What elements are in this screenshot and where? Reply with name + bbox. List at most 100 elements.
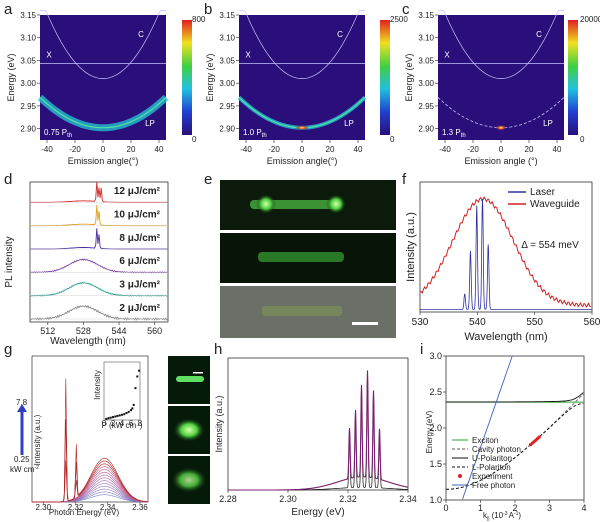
- xtick-label-a-1: -20: [69, 145, 81, 154]
- panel-g-images: [168, 356, 210, 504]
- panel-h-ylabel: Intensity (a.u.): [214, 395, 224, 452]
- panel-g-xlabel: Photon Energy (eV): [49, 508, 120, 517]
- panel-d-series-5: [29, 304, 169, 321]
- panel-d-frame: [29, 181, 169, 323]
- panel-i-legend-0: Exciton: [472, 436, 498, 445]
- cavity-parabola-c: [438, 10, 564, 79]
- panel-i-cavity: [446, 393, 584, 490]
- map-xlabel-c: Emission angle (°): [464, 156, 537, 166]
- panel-g-curve-12: [32, 419, 148, 503]
- panel-label-d: d: [4, 171, 12, 188]
- xtick-label-b-2: 0: [300, 145, 305, 154]
- ytick-label-a-1: 3.10: [20, 34, 36, 43]
- panel-g-inset-point-10: [127, 410, 130, 413]
- panel-i-xtick-label-3: 3: [547, 503, 552, 513]
- panel-g-image-1-waveguide: [176, 376, 204, 382]
- panel-d-xtick-label-3: 560: [147, 326, 162, 336]
- map-background-b: [239, 15, 365, 140]
- panel-d-xtick-label-2: 544: [112, 326, 127, 336]
- panel-g-inset-point-12: [131, 407, 134, 410]
- xtick-label-a-0: -40: [41, 145, 53, 154]
- panel-g-inset-point-9: [125, 412, 128, 415]
- panel-g-inset-point-4: [114, 415, 117, 418]
- panel-e-waveguide-bottom: [262, 306, 342, 316]
- panel-d-legend-1: 10 μJ/cm²: [114, 210, 161, 221]
- panel-g-inset-point-15: [136, 375, 139, 378]
- panel-g-inset-ylabel: Intensity: [93, 370, 102, 400]
- cbar-min-c: 0: [580, 135, 585, 144]
- cbar-min-b: 0: [390, 135, 395, 144]
- ytick-label-a-4: 2.95: [20, 102, 36, 111]
- panel-g-inset-point-3: [112, 416, 114, 419]
- panel-g-inset-point-11: [130, 409, 132, 412]
- xtick-label-c-1: -20: [467, 145, 479, 154]
- panel-i-xlabel: k|| (10-3A-1): [483, 511, 521, 522]
- panel-i-frame: [445, 355, 585, 501]
- colorbar-c: [568, 20, 578, 135]
- panel-f-legend-1: Waveguide: [530, 199, 580, 210]
- panel-g-scale-unit: kW cm-2: [10, 465, 39, 474]
- panel-g-xtick-label-2: 2.34: [100, 503, 116, 512]
- panel-h-xtick-label-3: 2.34: [399, 494, 417, 504]
- ytick-label-a-2: 3.05: [20, 56, 36, 65]
- cavity-parabola-a: [40, 10, 166, 79]
- panel-i-legend-5: Free photon: [472, 481, 515, 490]
- xtick-label-a-3: 20: [127, 145, 136, 154]
- panel-g-inset-point-5: [116, 414, 119, 417]
- ytick-label-b-3: 3.00: [219, 79, 235, 88]
- panel-g-inset-xtick-0: 0: [102, 419, 107, 428]
- panel-i-xtick-label-2: 2: [512, 503, 517, 513]
- panel-f-xtick-label-3: 560: [584, 317, 600, 328]
- pump-label-b: 1.0 Pth: [243, 128, 267, 139]
- panel-i-free-photon: [462, 355, 513, 500]
- panel-label-h: h: [214, 341, 222, 358]
- panel-f-frame: [419, 181, 593, 313]
- panel-label-f: f: [402, 171, 407, 188]
- panel-g-inset-point-14: [134, 387, 137, 390]
- panel-e-spot-left: [256, 194, 276, 214]
- panel-g-curve-13: [32, 378, 148, 503]
- panel-i-lower-polariton: [446, 402, 584, 490]
- panel-g-inset-point-16: [138, 369, 141, 372]
- map-background-c: [438, 15, 564, 140]
- panel-d-legend-4: 3 μJ/cm²: [119, 280, 160, 291]
- panel-e-scalebar: [352, 322, 378, 325]
- panel-i-xtick-label-1: 1: [478, 503, 483, 513]
- colorbar-a: [182, 20, 192, 135]
- map-xlabel-a: Emission angle(°): [68, 156, 139, 166]
- cbar-max-b: 2500: [390, 15, 408, 24]
- panel-f-annotation: Δ = 554 meV: [521, 240, 579, 251]
- dispersion-map-b: X C LP -40 -20 0 20 40 3.15 3.10 3.05 3.00 2.95 2.90 E…: [205, 10, 390, 166]
- panel-e-spot-right: [326, 194, 346, 214]
- cavity-label-a: C: [138, 30, 144, 39]
- panel-g-inset-point-8: [123, 413, 126, 416]
- ytick-label-c-4: 2.95: [418, 102, 434, 111]
- ytick-label-a-5: 2.90: [20, 125, 36, 134]
- map-ylabel-a: Energy (eV): [6, 53, 16, 101]
- exciton-label-a: X: [46, 51, 52, 60]
- lp-label-a: LP: [145, 119, 155, 128]
- panel-i-legend-4: Experiment: [472, 472, 513, 481]
- panel-h-xtick-label-1: 2.30: [279, 494, 297, 504]
- cavity-parabola-b: [239, 10, 365, 79]
- lp-label-b: LP: [344, 119, 354, 128]
- exciton-label-c: X: [444, 51, 450, 60]
- panel-g-xtick-label-1: 2.32: [68, 503, 84, 512]
- panel-d-xtick-label-1: 528: [76, 326, 91, 336]
- xtick-label-b-0: -40: [240, 145, 252, 154]
- xtick-label-c-0: -40: [439, 145, 451, 154]
- panel-i-ytick-label-0: 1.0: [429, 495, 442, 505]
- panel-g-image-3-glow: [171, 467, 207, 493]
- condensate-spot-c: [495, 124, 507, 131]
- cbar-max-a: 800: [192, 15, 206, 24]
- panel-i-legend-3: L-Polariton: [472, 463, 511, 472]
- xtick-label-c-4: 40: [553, 145, 562, 154]
- panel-g-scale-bottom: 0.25: [14, 455, 30, 464]
- ytick-label-b-2: 3.05: [219, 56, 235, 65]
- panel-h-xtick-label-0: 2.28: [219, 494, 237, 504]
- panel-label-e: e: [204, 171, 212, 188]
- panel-i-xtick-label-4: 4: [581, 503, 586, 513]
